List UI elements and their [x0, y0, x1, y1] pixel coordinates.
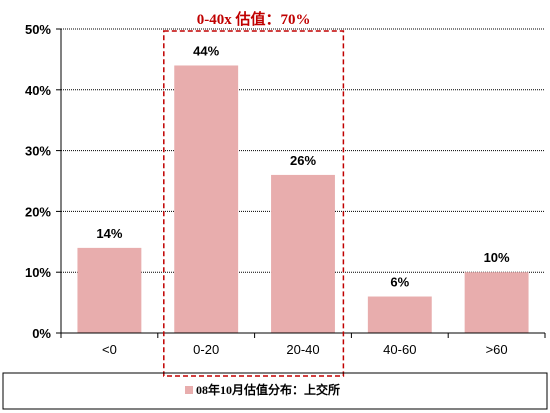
bar: [174, 65, 239, 333]
y-tick-label: 20%: [25, 204, 51, 219]
bar: [271, 174, 335, 333]
x-axis: <0 0-20 20-40 40-60 >60: [60, 332, 546, 357]
annotation-text: 0-40x 估值：70%: [197, 10, 311, 28]
legend-label: 08年10月估值分布：上交所: [196, 382, 340, 397]
legend-box: [2, 372, 548, 410]
x-tick-label: 20-40: [286, 342, 319, 357]
data-label: 44%: [193, 43, 219, 58]
bars: 14% 44% 26% 6% 10%: [77, 43, 529, 333]
data-label: 6%: [390, 275, 409, 290]
y-axis: 0% 10% 20% 30% 40% 50%: [25, 22, 62, 341]
data-label: 26%: [290, 153, 316, 168]
bar: [77, 247, 142, 333]
legend-swatch: [185, 386, 193, 394]
x-tick-label: >60: [486, 342, 508, 357]
bar: [464, 272, 529, 333]
y-tick-label: 30%: [25, 144, 51, 159]
y-tick-label: 10%: [25, 265, 51, 280]
y-tick-label: 40%: [25, 83, 51, 98]
legend: 08年10月估值分布：上交所: [2, 372, 548, 410]
annotation-box: [163, 30, 345, 377]
data-label: 10%: [484, 250, 510, 265]
y-tick-label: 50%: [25, 22, 51, 37]
annotation: 0-40x 估值：70%: [163, 10, 345, 377]
y-tick-label: 0%: [32, 326, 51, 341]
x-tick-label: 0-20: [193, 342, 219, 357]
bar: [367, 296, 432, 333]
x-tick-label: <0: [102, 342, 117, 357]
data-label: 14%: [96, 226, 122, 241]
x-tick-label: 40-60: [383, 342, 416, 357]
